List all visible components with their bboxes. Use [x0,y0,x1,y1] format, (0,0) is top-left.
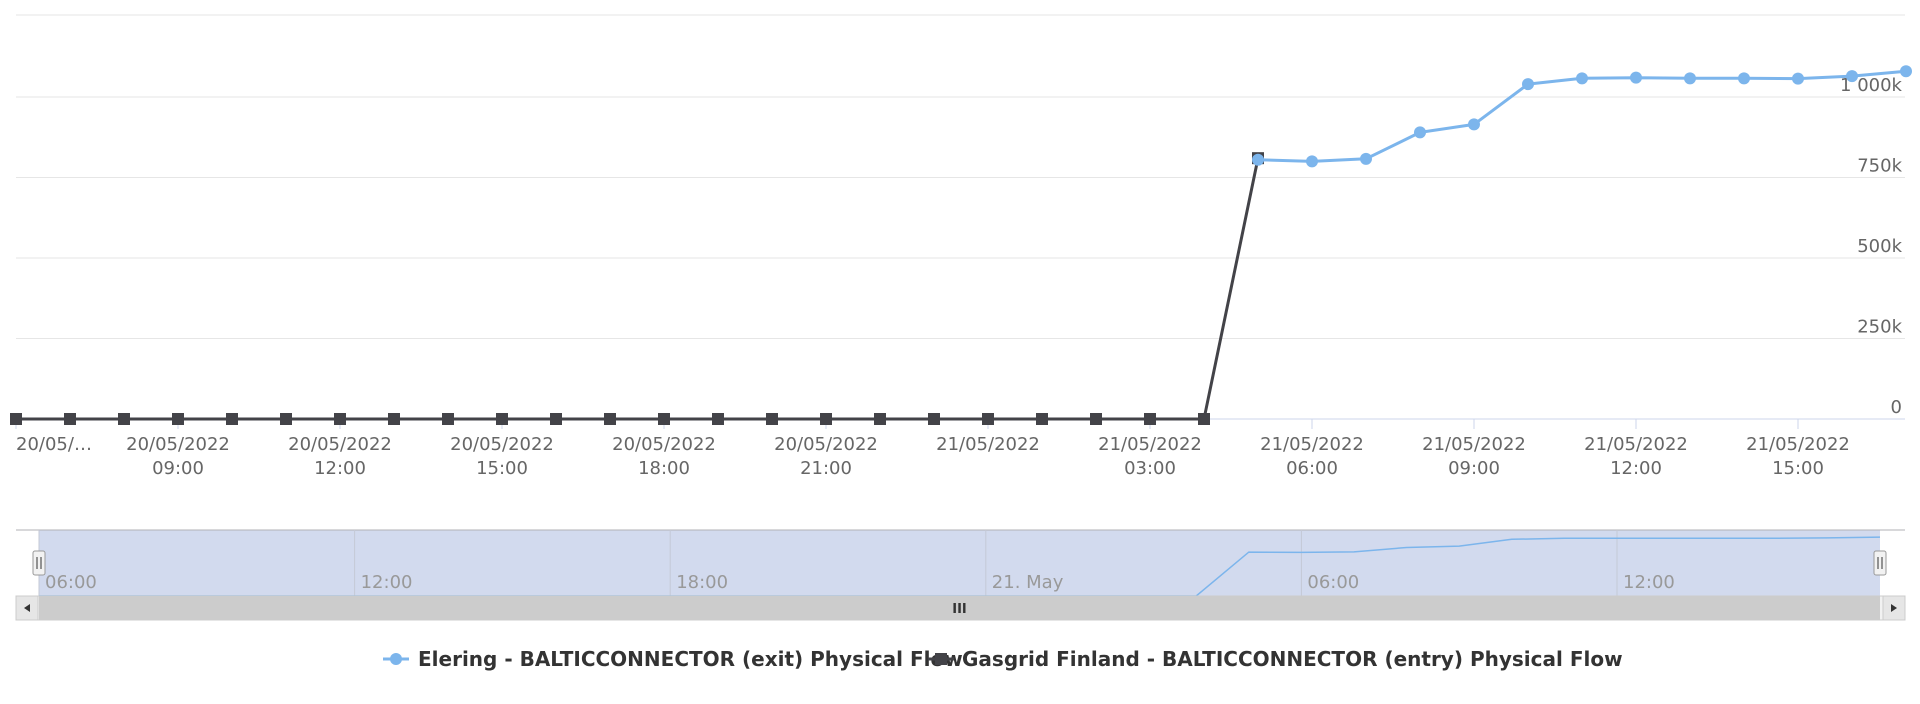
data-point[interactable] [172,413,184,425]
x-tick-label: 21/05/2022 [936,434,1040,455]
data-point[interactable] [1522,78,1534,91]
navigator[interactable]: 06:00 12:00 18:00 21. May 06:00 12:00 III [15,529,1906,621]
data-point[interactable] [1738,72,1750,85]
x-tick-label: 20/05/2022 [126,434,230,455]
chevron-right-icon [1891,604,1897,612]
navigator-label: 12:00 [1623,572,1675,593]
navigator-label: 06:00 [45,572,97,593]
legend-label: Elering - BALTICCONNECTOR (exit) Physica… [418,647,963,671]
legend-item-entry[interactable]: Gasgrid Finland - BALTICCONNECTOR (entry… [928,647,1623,671]
y-tick-label: 500k [1857,236,1902,257]
handle-body[interactable] [1873,550,1887,576]
x-tick-label: 21/05/2022 [1260,434,1364,455]
plot-area [10,65,1912,425]
chevron-left-icon [24,604,30,612]
square-marker-icon [935,653,947,665]
data-point[interactable] [1144,413,1156,425]
handle-body[interactable] [32,550,46,576]
series-line [16,157,1260,421]
data-point[interactable] [550,413,562,425]
data-point[interactable] [604,413,616,425]
data-point[interactable] [1630,71,1642,84]
x-tick-label: 03:00 [1124,458,1176,479]
data-point[interactable] [118,413,130,425]
x-tick-label: 09:00 [1448,458,1500,479]
data-point[interactable] [496,413,508,425]
grid-lines [16,14,1905,420]
data-point[interactable] [928,413,940,425]
x-tick-label: 21/05/2022 [1746,434,1850,455]
y-tick-label: 0 [1891,397,1902,418]
scrollbar-thumb[interactable] [39,596,1880,620]
data-point[interactable] [1036,413,1048,425]
data-point[interactable] [64,413,76,425]
x-tick-label: 20/05/2022 [288,434,392,455]
data-point[interactable] [874,413,886,425]
x-tick-label: 20/05/2022 [450,434,554,455]
data-point[interactable] [1252,153,1264,166]
x-tick-label: 06:00 [1286,458,1338,479]
data-point[interactable] [766,413,778,425]
x-tick-label: 20/05/… [16,434,92,455]
data-point[interactable] [1846,70,1858,83]
data-point[interactable] [442,413,454,425]
navigator-left-handle[interactable] [32,550,46,576]
x-tick-label: 21/05/2022 [1584,434,1688,455]
data-point[interactable] [712,413,724,425]
y-tick-label: 250k [1857,317,1902,338]
x-tick-label: 09:00 [152,458,204,479]
x-axis: 20/05/… 20/05/2022 09:00 20/05/2022 12:00 20/… [15,419,1850,479]
data-point[interactable] [820,413,832,425]
x-tick-label: 20/05/2022 [612,434,716,455]
navigator-selected-range[interactable] [39,530,1880,596]
scroll-left-button[interactable] [15,595,39,621]
navigator-label: 06:00 [1307,572,1359,593]
data-point[interactable] [1684,72,1696,85]
navigator-right-handle[interactable] [1873,550,1887,576]
x-tick-label: 20/05/2022 [774,434,878,455]
data-point[interactable] [982,413,994,425]
x-tick-label: 15:00 [1772,458,1824,479]
data-point[interactable] [1576,72,1588,85]
data-point[interactable] [280,413,292,425]
data-point[interactable] [1306,155,1318,168]
x-tick-label: 12:00 [1610,458,1662,479]
y-tick-label: 750k [1857,156,1902,177]
data-point[interactable] [658,413,670,425]
data-point[interactable] [1360,152,1372,165]
scroll-right-button[interactable] [1882,595,1906,621]
circle-marker-icon [390,653,402,665]
data-point[interactable] [226,413,238,425]
data-point[interactable] [1090,413,1102,425]
x-tick-label: 15:00 [476,458,528,479]
x-tick-label: 21:00 [800,458,852,479]
legend-label: Gasgrid Finland - BALTICCONNECTOR (entry… [962,647,1623,671]
data-point[interactable] [1414,126,1426,139]
series-line [1257,69,1907,163]
navigator-label: 21. May [992,572,1064,593]
x-tick-label: 21/05/2022 [1098,434,1202,455]
x-tick-label: 21/05/2022 [1422,434,1526,455]
navigator-label: 12:00 [361,572,413,593]
data-point[interactable] [1198,413,1210,425]
data-point[interactable] [388,413,400,425]
data-point[interactable] [10,413,22,425]
data-point[interactable] [1468,118,1480,131]
data-point[interactable] [1792,72,1804,85]
legend: Elering - BALTICCONNECTOR (exit) Physica… [383,647,1623,671]
x-tick-label: 18:00 [638,458,690,479]
x-tick-label: 12:00 [314,458,366,479]
scrollbar-grip[interactable]: III [952,602,967,617]
legend-item-exit[interactable]: Elering - BALTICCONNECTOR (exit) Physica… [383,647,963,671]
navigator-label: 18:00 [676,572,728,593]
data-point[interactable] [334,413,346,425]
data-point[interactable] [1900,65,1912,78]
